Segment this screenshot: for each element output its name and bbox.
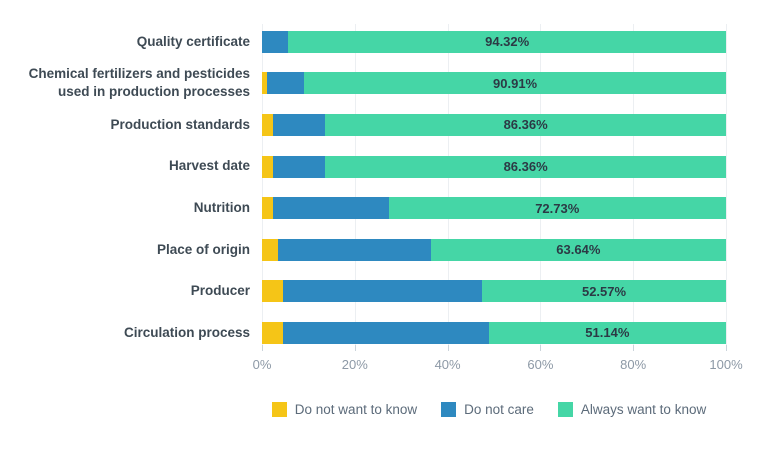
bar-track: 51.14% [262,321,726,344]
category-label: Quality certificate [136,33,250,49]
legend-label: Do not care [464,402,534,417]
segment-do-not-want-to-know [262,72,268,95]
segment-always-want-to-know: 72.73% [388,197,726,220]
category-label: Harvest date [168,158,250,174]
legend-swatch-icon [557,402,573,417]
segment-always-want-to-know: 51.14% [488,321,726,344]
segment-do-not-want-to-know [262,113,273,136]
x-tick-label: 0% [252,357,272,372]
segment-do-not-want-to-know [262,280,284,303]
bar-row: Circulation process 51.14% [0,312,726,354]
chart-legend: Do not want to know Do not care Always wan… [252,402,726,417]
bar-rows: Quality certificate 94.32% Chemical fert… [0,21,726,354]
segment-always-want-to-know: 86.36% [325,113,726,136]
segment-always-want-to-know: 94.32% [288,30,726,53]
gridlines [262,24,727,346]
bar-value-label: 72.73% [535,200,580,216]
bar-track: 94.32% [262,30,726,53]
category-label: Nutrition [193,200,250,216]
legend-label: Always want to know [580,402,707,417]
bar-value-label: 90.91% [493,75,538,91]
gridline [262,24,263,346]
x-axis-ticks [262,345,727,352]
legend-swatch-icon [271,402,287,417]
x-tick-label: 20% [341,357,368,372]
x-axis-labels: 0% 20% 40% 60% 80% 100% [253,357,743,375]
bar-value-label: 94.32% [485,34,530,50]
category-label: Chemical fertilizers and pesticides used… [28,66,250,100]
bar-track: 86.36% [262,113,726,136]
tick-mark [354,345,356,351]
legend-item-do-not-want-to-know: Do not want to know [271,402,418,417]
segment-do-not-care [283,321,489,344]
category-label: Circulation process [123,324,250,340]
gridline [447,24,449,346]
segment-always-want-to-know: 63.64% [430,238,726,261]
segment-do-not-care [272,113,326,136]
gridline [726,24,727,346]
bar-value-label: 52.57% [581,283,627,299]
bar-row: Production standards 86.36% [0,104,726,146]
category-label: Place of origin [156,241,250,257]
segment-do-not-care [272,155,326,178]
bar-track: 72.73% [262,197,726,220]
category-label: Production standards [110,116,250,132]
x-tick-label: 60% [527,357,554,372]
legend-item-always-want-to-know: Always want to know [557,402,707,417]
bar-track: 86.36% [262,155,726,178]
bar-row: Place of origin 63.64% [0,229,726,271]
category-label: Producer [190,283,250,299]
segment-do-not-want-to-know [262,321,284,344]
segment-do-not-care [283,280,483,303]
legend-label: Do not want to know [294,402,418,417]
bar-row: Quality certificate 94.32% [0,21,726,63]
bar-row: Nutrition 72.73% [0,187,726,229]
tick-mark [633,345,635,351]
segment-always-want-to-know: 52.57% [482,280,726,303]
segment-do-not-care [272,197,389,220]
segment-do-not-care [267,72,305,95]
segment-do-not-care [277,238,431,261]
segment-always-want-to-know: 86.36% [325,155,726,178]
x-tick-label: 40% [434,357,461,372]
bar-track: 63.64% [262,238,726,261]
tick-mark [262,345,263,351]
bar-row: Chemical fertilizers and pesticides used… [0,63,726,105]
tick-mark [540,345,542,351]
x-tick-label: 100% [709,357,743,372]
bar-value-label: 51.14% [585,325,630,341]
bar-value-label: 86.36% [503,159,548,175]
gridline [540,24,542,346]
bar-value-label: 63.64% [556,242,601,258]
bar-track: 90.91% [262,72,726,95]
gridline [633,24,635,346]
bar-track: 52.57% [262,280,726,303]
segment-do-not-want-to-know [262,155,273,178]
bar-row: Harvest date 86.36% [0,146,726,188]
bar-row: Producer 52.57% [0,271,726,313]
tick-mark [447,345,449,351]
segment-always-want-to-know: 90.91% [304,72,726,95]
legend-swatch-icon [441,402,457,417]
segment-do-not-want-to-know [262,197,273,220]
gridline [354,24,356,346]
segment-do-not-want-to-know [262,238,278,261]
x-tick-label: 80% [620,357,647,372]
segment-do-not-care [262,30,289,53]
tick-mark [726,345,727,351]
bar-value-label: 86.36% [503,117,548,133]
legend-item-do-not-care: Do not care [441,402,534,417]
